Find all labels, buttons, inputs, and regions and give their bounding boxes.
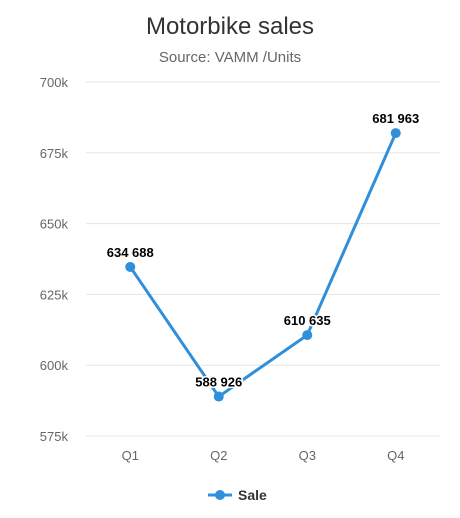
x-tick-label: Q4 [387, 448, 404, 463]
data-point[interactable] [125, 261, 136, 272]
legend-marker-icon [215, 490, 225, 500]
series-sale [125, 128, 401, 402]
y-tick-label: 650k [40, 217, 69, 232]
y-tick-label: 575k [40, 429, 69, 444]
series-line [129, 132, 398, 399]
gridlines [86, 81, 440, 437]
y-tick-label: 700k [40, 75, 69, 90]
data-label: 634 688 [107, 245, 154, 260]
x-tick-label: Q1 [122, 448, 139, 463]
data-label: 610 635 [284, 313, 331, 328]
data-label: 588 926 [195, 375, 242, 390]
x-tick-label: Q2 [210, 448, 227, 463]
y-tick-label: 675k [40, 146, 69, 161]
y-tick-label: 625k [40, 287, 69, 302]
data-point[interactable] [302, 330, 313, 341]
data-point[interactable] [390, 128, 401, 139]
y-axis-ticks: 575k 600k 625k 650k 675k 700k [40, 75, 69, 444]
data-point[interactable] [213, 391, 224, 402]
data-label: 681 963 [372, 111, 419, 126]
y-tick-label: 600k [40, 358, 69, 373]
x-axis-ticks: Q1 Q2 Q3 Q4 [122, 448, 405, 463]
legend-label-sale: Sale [238, 487, 267, 503]
data-labels: 634 688 588 926 610 635 681 963 [105, 110, 421, 391]
legend[interactable]: Sale [208, 487, 267, 503]
chart-title: Motorbike sales [146, 13, 314, 40]
x-tick-label: Q3 [299, 448, 316, 463]
chart-subtitle: Source: VAMM /Units [159, 49, 301, 66]
